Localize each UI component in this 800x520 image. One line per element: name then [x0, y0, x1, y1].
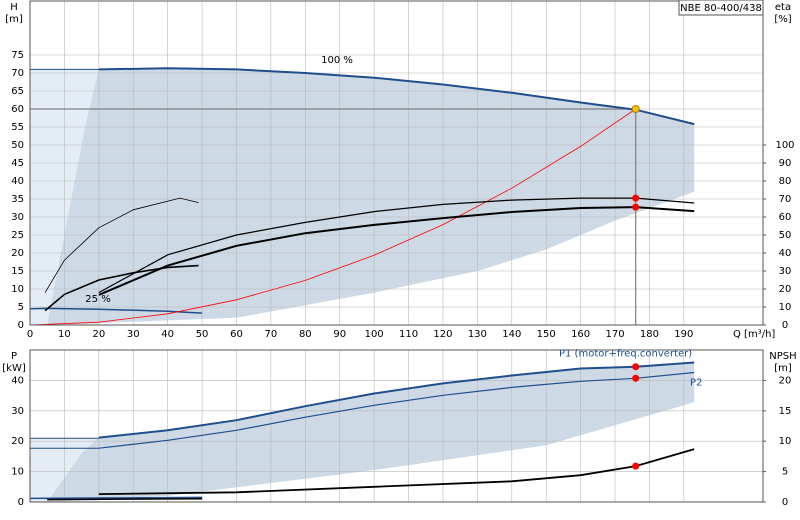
x-tick-label: 150: [537, 329, 556, 340]
y2-axis-label: NPSH: [769, 351, 796, 362]
y2-tick-label: 70: [779, 194, 792, 205]
point-marker: [632, 363, 640, 371]
x-tick-label: 30: [127, 329, 140, 340]
x-tick-label: 40: [161, 329, 174, 340]
y2-tick-label: 0: [782, 497, 788, 508]
curve: [44, 197, 199, 293]
x-tick-label: 110: [399, 329, 418, 340]
y-tick-label: 40: [11, 375, 24, 386]
curve-label: P1 (motor+freq.converter): [559, 348, 692, 359]
y2-tick-label: 100: [775, 140, 794, 151]
x-tick-label: 120: [433, 329, 452, 340]
x-tick-label: 20: [92, 329, 105, 340]
y2-tick-label: 90: [779, 158, 792, 169]
point-marker: [631, 105, 640, 113]
title-box: [678, 0, 764, 16]
y-axis-unit: [m]: [5, 14, 23, 25]
y-tick-label: 75: [11, 50, 24, 61]
x-tick-label: 90: [333, 329, 346, 340]
y-tick-label: 20: [11, 436, 24, 447]
y-tick-label: 60: [11, 104, 24, 115]
curve: [44, 264, 199, 312]
y2-tick-label: 20: [779, 284, 792, 295]
x-tick-label: 70: [265, 329, 278, 340]
y-axis-label: P: [11, 351, 17, 362]
y2-tick-label: 10: [779, 436, 792, 447]
y-tick-label: 40: [11, 176, 24, 187]
curve: [98, 371, 695, 449]
y2-axis-unit: [m]: [774, 363, 792, 374]
x-tick-label: 0: [27, 329, 33, 340]
curve: [98, 67, 695, 126]
x-axis-label: Q [m³/h]: [733, 329, 775, 340]
y-tick-label: 5: [18, 302, 24, 313]
x-tick-label: 170: [605, 329, 624, 340]
y-tick-label: 50: [11, 140, 24, 151]
y-tick-label: 15: [11, 266, 24, 277]
y-axis-label: H: [10, 2, 18, 13]
x-tick-label: 50: [196, 329, 209, 340]
curve: [29, 307, 203, 314]
y2-tick-label: 15: [779, 406, 792, 417]
y-tick-label: 30: [11, 406, 24, 417]
y-tick-label: 20: [11, 248, 24, 259]
curve: [47, 497, 203, 501]
y-tick-label: 25: [11, 230, 24, 241]
y-tick-label: 0: [18, 497, 24, 508]
annotation: 100 %: [321, 55, 353, 66]
point-marker: [632, 462, 640, 470]
operating-range-area: [47, 68, 695, 326]
y-tick-label: 70: [11, 68, 24, 79]
y-axis-unit: [kW]: [2, 363, 26, 374]
x-tick-label: 130: [468, 329, 487, 340]
annotation: 25 %: [85, 294, 110, 305]
curve: [29, 496, 203, 500]
y-tick-label: 45: [11, 158, 24, 169]
y2-tick-label: 0: [782, 320, 788, 331]
point-marker: [632, 203, 640, 211]
curve: [98, 197, 695, 294]
x-tick-label: 60: [230, 329, 243, 340]
y2-tick-label: 60: [779, 212, 792, 223]
y-tick-label: 10: [11, 467, 24, 478]
y2-tick-label: 20: [779, 375, 792, 386]
y2-tick-label: 80: [779, 176, 792, 187]
y2-tick-label: 5: [782, 467, 788, 478]
y2-tick-label: 50: [779, 230, 792, 241]
point-marker: [632, 194, 640, 202]
y2-tick-label: 30: [779, 266, 792, 277]
y-tick-label: 55: [11, 122, 24, 133]
chart-title: NBE 80-400/438: [680, 3, 762, 14]
y-tick-label: 35: [11, 194, 24, 205]
curve: [29, 108, 636, 326]
curve: [98, 206, 695, 296]
x-tick-label: 190: [674, 329, 693, 340]
x-tick-label: 10: [58, 329, 71, 340]
y-tick-label: 10: [11, 284, 24, 295]
x-tick-label: 160: [571, 329, 590, 340]
y2-axis-unit: [%]: [774, 14, 791, 25]
y-tick-label: 65: [11, 86, 24, 97]
curve-label: P2: [690, 377, 702, 388]
x-tick-label: 100: [365, 329, 384, 340]
y-tick-label: 0: [18, 320, 24, 331]
operating-range-area: [47, 362, 695, 502]
x-tick-label: 80: [299, 329, 312, 340]
y2-tick-label: 10: [779, 302, 792, 313]
x-tick-label: 140: [502, 329, 521, 340]
y2-tick-label: 40: [779, 248, 792, 259]
x-tick-label: 180: [640, 329, 659, 340]
curve: [98, 361, 695, 439]
point-marker: [632, 374, 640, 382]
y2-axis-label: eta: [775, 2, 791, 13]
plot-frame: [29, 349, 764, 503]
y-tick-label: 30: [11, 212, 24, 223]
